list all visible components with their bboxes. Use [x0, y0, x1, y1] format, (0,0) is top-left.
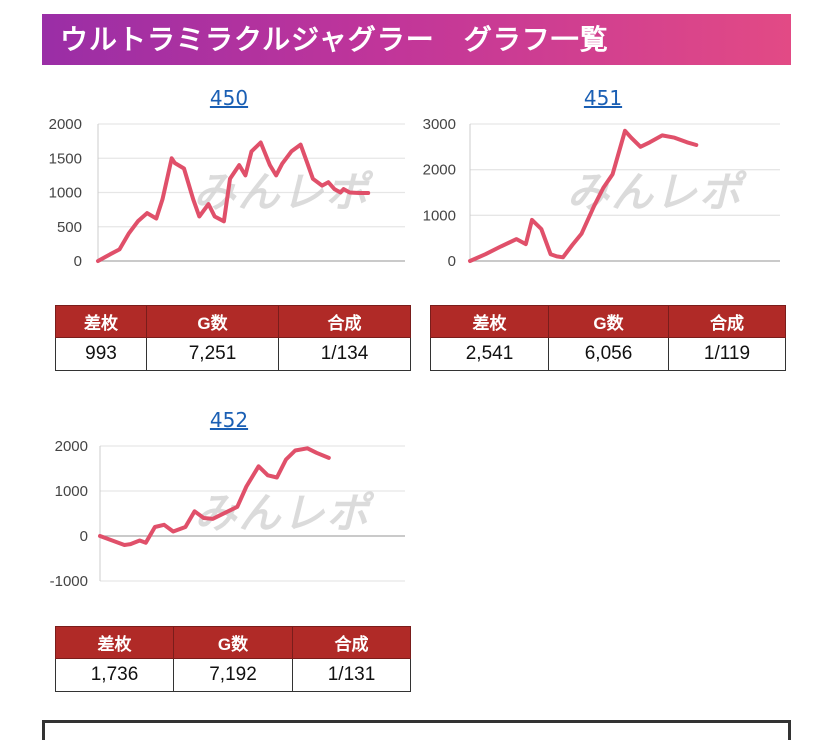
y-tick-label: 1000 [49, 185, 82, 202]
machine-link-452[interactable]: 452 [209, 408, 249, 432]
y-tick-label: -1000 [50, 573, 88, 590]
header-games: G数 [548, 305, 669, 338]
series-line-452 [98, 446, 331, 547]
y-tick-label: 500 [57, 219, 82, 236]
y-tick-label: 1000 [423, 207, 456, 224]
bottom-section-box [42, 720, 791, 740]
y-tick-label: 1000 [55, 483, 88, 500]
value-diff: 2,541 [430, 337, 549, 371]
chart-451: 0 1000 2000 3000 みんレポ [423, 116, 780, 270]
stats-table-452: 差枚 G数 合成 1,736 7,192 1/131 [55, 626, 411, 692]
series-line-450 [96, 140, 371, 263]
value-ratio: 1/131 [292, 658, 411, 692]
value-games: 7,192 [173, 658, 293, 692]
machine-link-451[interactable]: 451 [583, 86, 623, 110]
value-diff: 1,736 [55, 658, 174, 692]
header-diff: 差枚 [55, 305, 147, 338]
watermark-logo: みんレポ [567, 168, 747, 217]
value-diff: 993 [55, 337, 147, 371]
stats-table-450: 差枚 G数 合成 993 7,251 1/134 [55, 305, 411, 371]
y-tick-label: 0 [80, 528, 88, 545]
header-games: G数 [146, 305, 279, 338]
machine-link-450[interactable]: 450 [209, 86, 249, 110]
y-tick-label: 2000 [55, 438, 88, 455]
y-tick-label: 0 [74, 253, 82, 270]
value-ratio: 1/119 [668, 337, 786, 371]
value-ratio: 1/134 [278, 337, 411, 371]
header-diff: 差枚 [430, 305, 549, 338]
page-title: ウルトラミラクルジャグラー グラフ一覧 [60, 23, 609, 56]
y-tick-label: 1500 [49, 150, 82, 167]
stats-table-451: 差枚 G数 合成 2,541 6,056 1/119 [430, 305, 786, 371]
header-diff: 差枚 [55, 626, 174, 659]
header-games: G数 [173, 626, 293, 659]
page-header: ウルトラミラクルジャグラー グラフ一覧 [42, 14, 791, 65]
series-line-451 [468, 128, 699, 263]
y-tick-label: 0 [448, 253, 456, 270]
header-ratio: 合成 [668, 305, 786, 338]
header-ratio: 合成 [292, 626, 411, 659]
value-games: 7,251 [146, 337, 279, 371]
value-games: 6,056 [548, 337, 669, 371]
y-tick-label: 2000 [49, 116, 82, 133]
y-tick-label: 3000 [423, 116, 456, 133]
y-tick-label: 2000 [423, 162, 456, 179]
header-ratio: 合成 [278, 305, 411, 338]
